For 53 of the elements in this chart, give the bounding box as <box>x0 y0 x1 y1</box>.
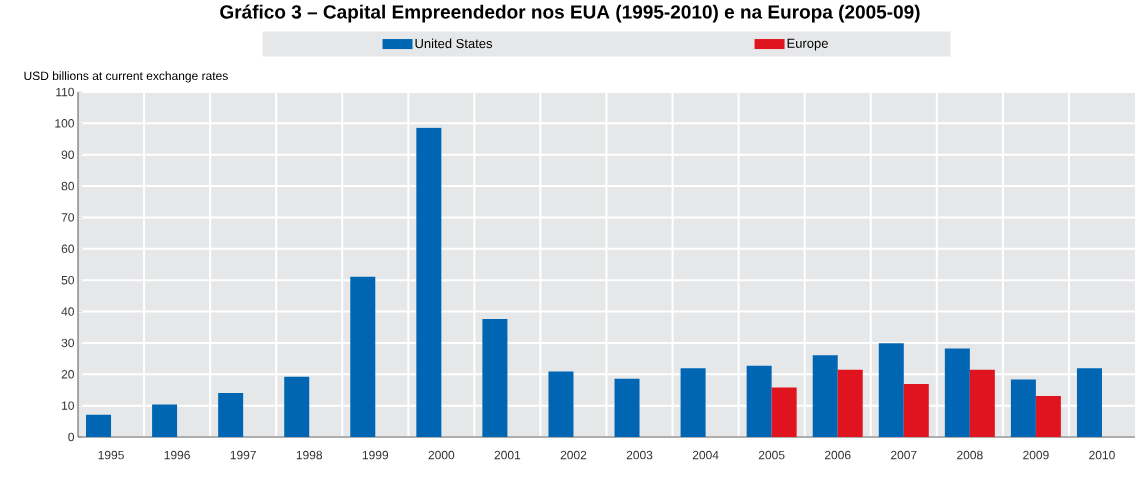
x-tick-label: 1995 <box>98 450 124 460</box>
x-tick-label: 2003 <box>626 450 653 460</box>
bar <box>746 365 772 437</box>
y-tick-label: 100 <box>55 119 74 128</box>
bar <box>944 348 970 437</box>
x-tick-label: 1999 <box>362 450 389 460</box>
bar <box>771 387 797 437</box>
bar <box>416 127 442 437</box>
legend-label: United States <box>415 38 493 49</box>
bar <box>1010 379 1036 437</box>
x-tick-label: 1997 <box>230 450 256 460</box>
x-tick-label: 2008 <box>957 450 983 460</box>
y-tick-label: 0 <box>68 432 75 442</box>
bar <box>1035 395 1061 437</box>
y-tick-label: 50 <box>61 275 74 285</box>
x-tick-label: 2005 <box>758 450 785 460</box>
bar <box>812 355 838 437</box>
x-tick-label: 2006 <box>824 450 851 460</box>
y-tick-label: 60 <box>61 244 74 254</box>
bar <box>284 376 310 437</box>
y-tick-label: 40 <box>61 307 74 316</box>
y-axis-title: USD billions at current exchange rates <box>24 71 228 83</box>
x-tick-label: 2007 <box>891 450 917 460</box>
x-tick-label: 2010 <box>1089 450 1115 460</box>
bar <box>969 369 995 437</box>
bar <box>614 378 640 437</box>
bar <box>152 404 178 437</box>
y-tick-label: 10 <box>62 401 74 410</box>
bar <box>878 343 904 437</box>
y-tick-label: 80 <box>61 181 74 191</box>
bar <box>86 414 112 437</box>
x-tick-label: 1996 <box>164 450 190 460</box>
x-tick-label: 2004 <box>692 450 719 460</box>
bar <box>837 369 863 437</box>
bar <box>482 319 508 437</box>
bar <box>350 276 376 437</box>
bar <box>680 368 706 437</box>
legend-label: Europe <box>787 38 828 51</box>
y-tick-label: 110 <box>56 87 75 97</box>
bar <box>218 393 244 437</box>
y-tick-label: 70 <box>61 213 74 222</box>
bar <box>1076 368 1102 437</box>
chart-title: Gráfico 3 – Capital Empreendedor nos EUA (1995-2010) e na Europa (2005-09) <box>220 4 920 23</box>
y-tick-label: 90 <box>61 150 74 159</box>
y-tick-label: 30 <box>61 338 74 348</box>
bar <box>903 384 929 437</box>
x-tick-label: 2001 <box>494 450 521 460</box>
x-tick-label: 1998 <box>296 450 323 460</box>
x-tick-label: 2000 <box>428 450 455 460</box>
y-tick-label: 20 <box>61 370 74 379</box>
bar <box>548 371 574 437</box>
x-tick-label: 2009 <box>1023 450 1049 460</box>
x-tick-label: 2002 <box>560 450 587 460</box>
